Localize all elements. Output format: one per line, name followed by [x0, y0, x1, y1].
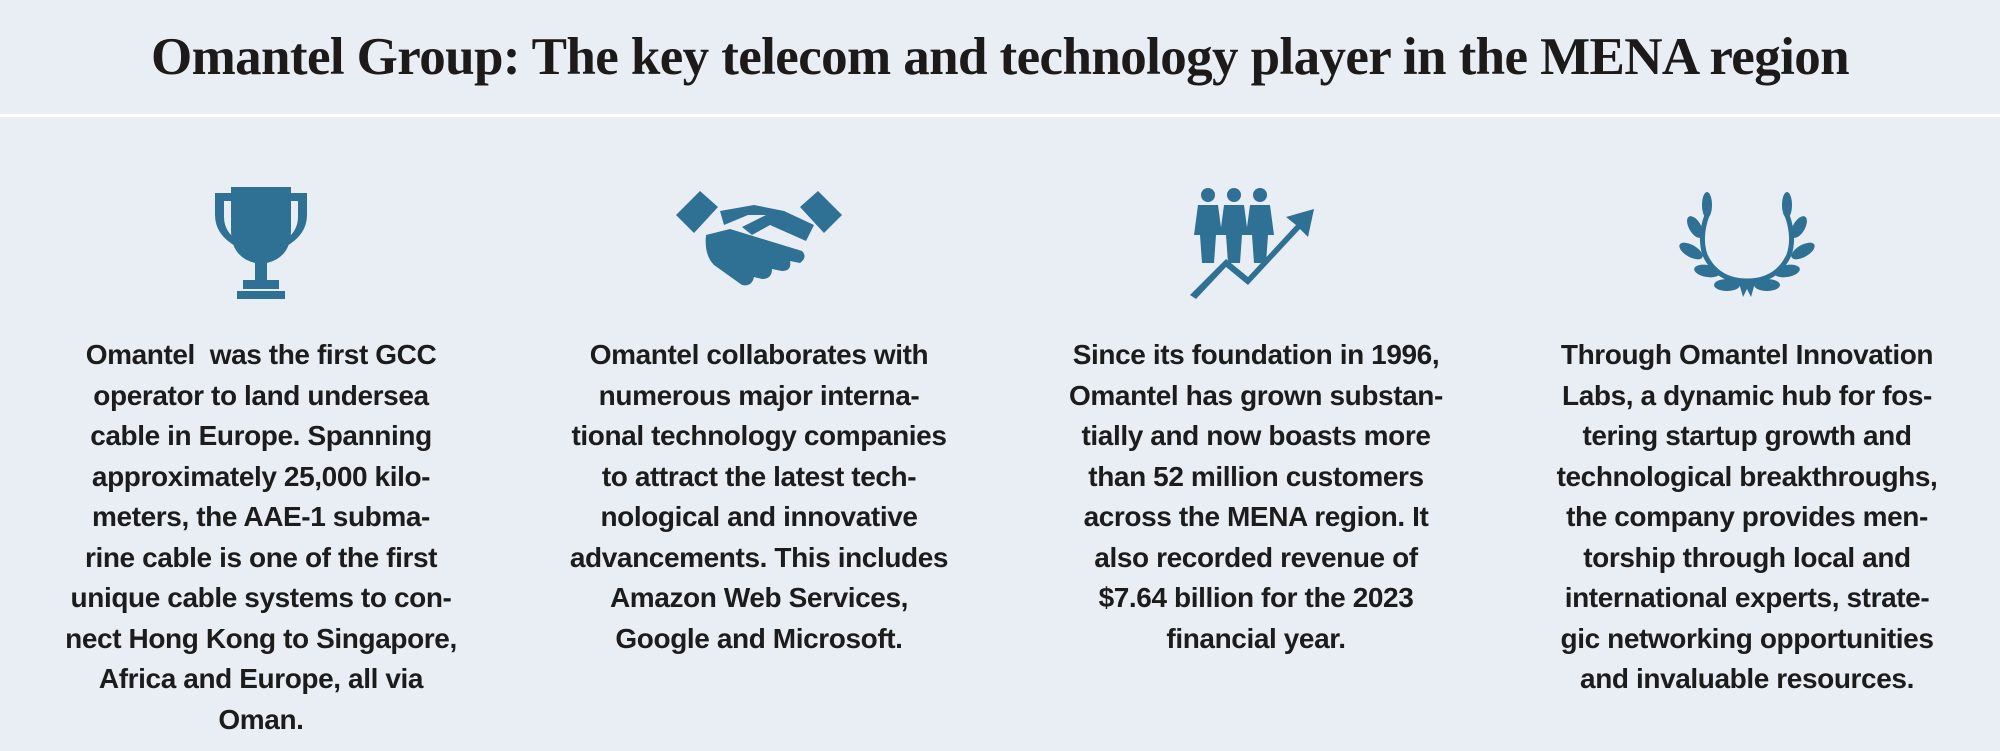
text-line: $7.64 billion for the 2023 [1098, 582, 1414, 613]
text-line: Since its foundation in 1996, [1072, 339, 1440, 370]
text-line: across the MENA region. It [1083, 501, 1429, 532]
text-line: tering startup growth and [1582, 420, 1912, 451]
laurel-icon [1679, 192, 1815, 297]
text-line: international experts, strate- [1564, 582, 1930, 613]
text-line: Through Omantel Innovation [1560, 339, 1934, 370]
text-line: approximately 25,000 kilo- [91, 460, 431, 492]
handshake-icon [676, 191, 842, 286]
column-text: Since its foundation in 1996, Omantel has… [1006, 335, 1506, 659]
text-line: Labs, a dynamic hub for fos- [1562, 379, 1932, 411]
text-line: advancements. This includes [569, 541, 949, 573]
text-line: technological breakthroughs, [1556, 460, 1938, 492]
text-line: Omantel was the first GCC [85, 339, 437, 370]
text-line: Amazon Web Services, [609, 582, 909, 613]
divider [0, 114, 2000, 117]
text-line: unique cable systems to con- [70, 582, 452, 613]
column: Omantel was the first GCC operator to lan… [11, 185, 511, 740]
text-line: torship through local and [1583, 541, 1911, 573]
text-line: nect Hong Kong to Singapore, [65, 622, 457, 654]
text-line: Google and Microsoft. [615, 622, 903, 654]
text-line: Africa and Europe, all via [98, 663, 424, 694]
column-text: Through Omantel Innovation Labs, a dynami… [1497, 335, 1997, 700]
text-line: numerous major interna- [598, 379, 920, 411]
text-line: gic networking opportunities [1560, 622, 1934, 654]
column: Through Omantel Innovation Labs, a dynami… [1497, 185, 1997, 700]
text-line: Oman. [218, 703, 304, 735]
text-line: than 52 million customers [1088, 460, 1424, 492]
growth-icon [1190, 188, 1314, 299]
column: Since its foundation in 1996, Omantel has… [1006, 185, 1506, 659]
text-line: to attract the latest tech- [601, 460, 917, 492]
trophy-icon [215, 187, 307, 299]
text-line: operator to land undersea [93, 379, 429, 411]
title: Omantel Group: The key telecom and techn… [150, 28, 1850, 86]
text-line: meters, the AAE-1 subma- [92, 501, 430, 532]
column: Omantel collaborates with numerous major … [509, 185, 1009, 659]
text-line: Omantel has grown substan- [1069, 379, 1443, 411]
column-text: Omantel was the first GCC operator to lan… [11, 335, 511, 740]
text-line: cable in Europe. Spanning [90, 420, 432, 451]
text-line: the company provides men- [1566, 501, 1928, 532]
text-line: tially and now boasts more [1081, 420, 1431, 451]
text-line: rine cable is one of the first [84, 541, 438, 573]
text-line: Omantel collaborates with [589, 339, 929, 370]
text-line: financial year. [1166, 622, 1346, 654]
text-line: tional technology companies [571, 420, 947, 451]
column-text: Omantel collaborates with numerous major … [509, 335, 1009, 659]
text-line: and invaluable resources. [1580, 663, 1914, 694]
text-line: also recorded revenue of [1094, 541, 1418, 573]
text-line: nological and innovative [600, 501, 918, 532]
